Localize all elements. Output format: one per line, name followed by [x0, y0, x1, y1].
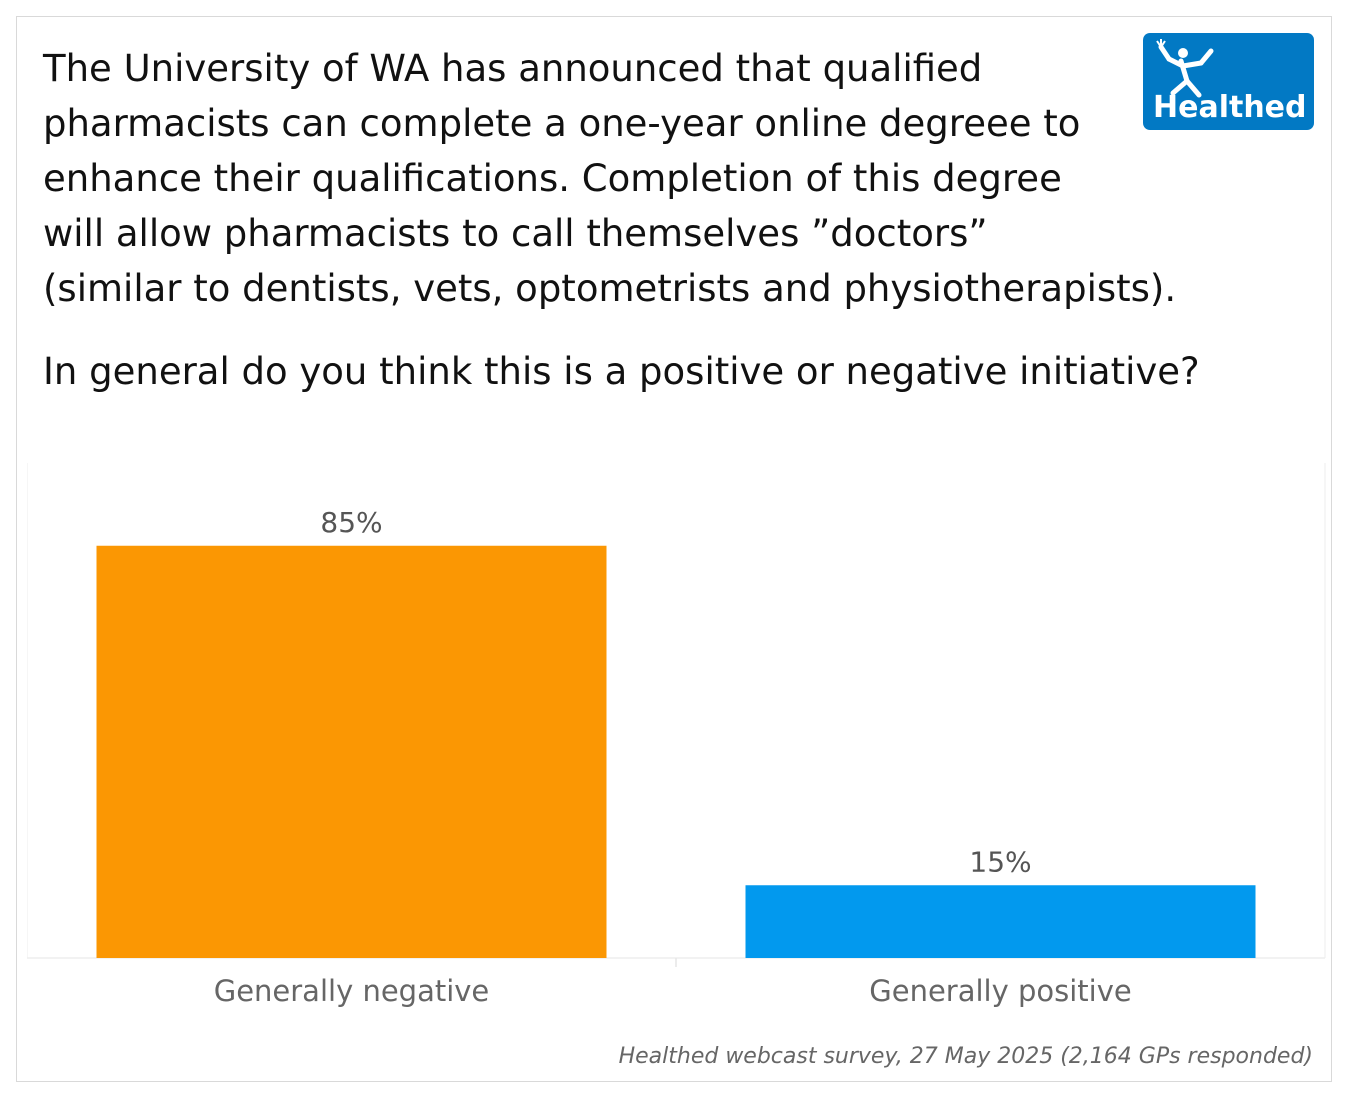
running-figure-icon: Healthed: [1153, 39, 1307, 125]
question-block: The University of WA has announced that …: [43, 41, 1203, 399]
question-ask: In general do you think this is a positi…: [43, 350, 1200, 393]
bar-chart-svg: 85% Generally negative 15% Generally positi…: [27, 463, 1326, 1008]
bars-group: 85% Generally negative 15% Generally positi…: [96, 506, 1256, 1008]
source-note: Healthed webcast survey, 27 May 2025 (2,…: [618, 1044, 1313, 1069]
question-intro: The University of WA has announced that …: [43, 47, 1177, 310]
category-label: Generally positive: [869, 974, 1131, 1008]
bar-generally-positive: [745, 885, 1256, 958]
bar-generally-negative: [96, 545, 607, 958]
value-label: 85%: [320, 506, 382, 539]
category-label: Generally negative: [214, 974, 490, 1008]
chart-card: The University of WA has announced that …: [16, 16, 1332, 1082]
healthed-logo: Healthed: [1143, 33, 1314, 130]
logo-text: Healthed: [1153, 90, 1307, 125]
value-label: 15%: [969, 845, 1031, 878]
bar-chart: 85% Generally negative 15% Generally positi…: [27, 463, 1327, 1023]
